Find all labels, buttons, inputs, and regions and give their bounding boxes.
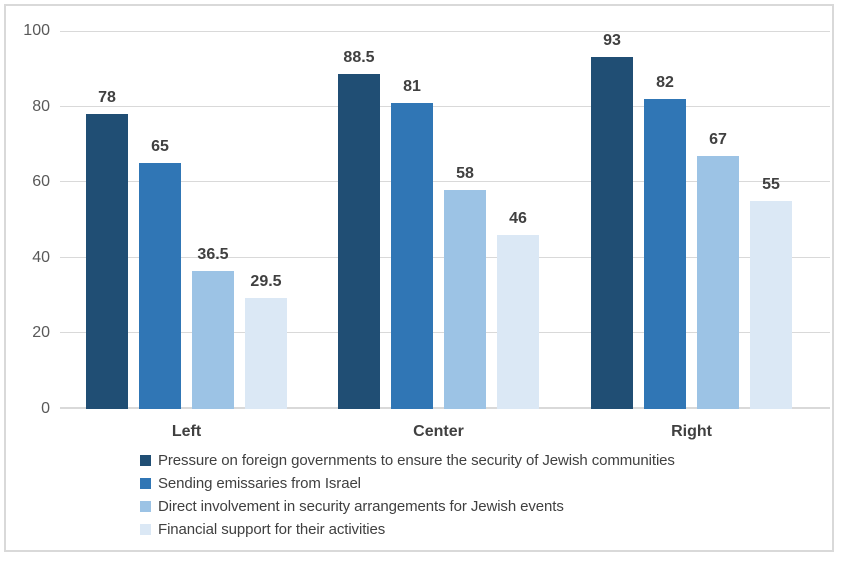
bar-left-series3 — [192, 271, 234, 409]
gridline — [60, 105, 830, 107]
x-axis-category-label: Center — [413, 423, 464, 440]
bar-center-series1 — [338, 74, 380, 409]
legend-label: Financial support for their activities — [158, 521, 386, 538]
bar-left-series4 — [245, 297, 287, 409]
gridline — [60, 181, 830, 183]
x-axis-category-label: Right — [671, 423, 712, 440]
bar-value-label: 46 — [509, 210, 527, 228]
legend-swatch-icon — [140, 478, 151, 489]
bar-value-label: 65 — [151, 138, 169, 156]
bar-value-label: 88.5 — [343, 49, 375, 67]
legend: Pressure on foreign governments to ensur… — [140, 449, 675, 541]
bar-value-label: 82 — [656, 74, 674, 92]
y-axis-tick-label: 80 — [32, 97, 50, 115]
bar-group-center: 88.5 81 58 46 Center — [338, 31, 539, 440]
y-axis-tick-label: 60 — [32, 173, 50, 191]
legend-item: Financial support for their activities — [140, 518, 675, 541]
x-axis-category-label: Left — [171, 423, 202, 440]
y-axis-tick-label: 40 — [32, 248, 50, 266]
bar-group-right: 93 82 67 55 Right — [591, 31, 792, 440]
bar-value-label: 67 — [709, 130, 727, 148]
legend-item: Direct involvement in security arrangeme… — [140, 495, 675, 518]
legend-label: Sending emissaries from Israel — [158, 475, 361, 492]
legend-swatch-icon — [140, 455, 151, 466]
y-axis: 0 20 40 60 80 100 — [8, 22, 50, 417]
legend-label: Direct involvement in security arrangeme… — [158, 498, 564, 515]
bar-value-label: 78 — [98, 89, 116, 107]
bar-right-series4 — [750, 201, 792, 409]
bar-right-series1 — [591, 57, 633, 409]
bar-value-label: 36.5 — [197, 246, 229, 264]
bar-center-series3 — [444, 189, 486, 409]
legend-label: Pressure on foreign governments to ensur… — [158, 452, 675, 469]
gridline — [60, 31, 830, 32]
bar-value-label: 55 — [762, 176, 780, 194]
legend-item: Pressure on foreign governments to ensur… — [140, 449, 675, 472]
bar-value-label: 29.5 — [250, 272, 282, 290]
legend-item: Sending emissaries from Israel — [140, 472, 675, 495]
bar-value-label: 58 — [456, 164, 474, 182]
bar-right-series3 — [697, 155, 739, 409]
bar-center-series2 — [391, 102, 433, 409]
y-axis-tick-label: 20 — [32, 324, 50, 342]
bar-center-series4 — [497, 235, 539, 409]
plot-area: 78 65 36.5 29.5 Left 88.5 81 58 46 Center 93 82 67 55… — [60, 31, 830, 440]
bar-right-series2 — [644, 99, 686, 409]
bar-left-series1 — [86, 114, 128, 409]
bar-value-label: 93 — [603, 32, 621, 50]
y-axis-tick-label: 0 — [41, 400, 50, 417]
bar-group-left: 78 65 36.5 29.5 Left — [86, 31, 287, 440]
bar-left-series2 — [139, 163, 181, 409]
legend-swatch-icon — [140, 501, 151, 512]
bar-value-label: 81 — [403, 77, 421, 95]
y-axis-tick-label: 100 — [23, 22, 50, 39]
legend-swatch-icon — [140, 524, 151, 535]
